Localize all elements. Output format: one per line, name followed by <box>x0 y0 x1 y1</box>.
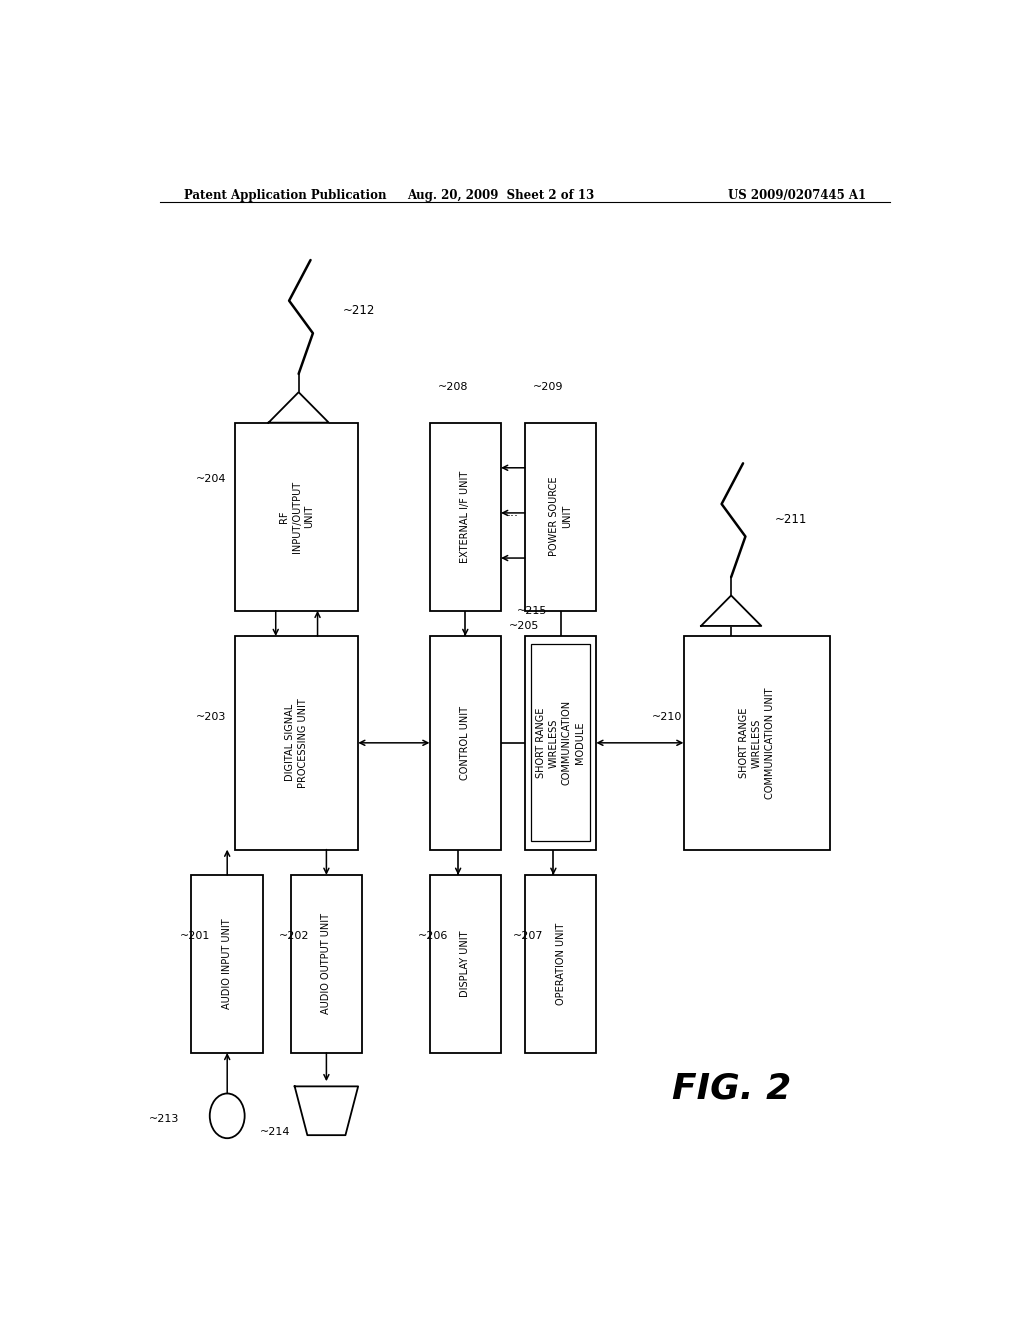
Polygon shape <box>268 392 329 422</box>
Polygon shape <box>701 595 761 626</box>
Text: ~215: ~215 <box>517 606 547 615</box>
Text: ~209: ~209 <box>532 381 563 392</box>
Text: ~204: ~204 <box>196 474 226 483</box>
Text: ~207: ~207 <box>513 931 544 941</box>
Text: ~202: ~202 <box>279 931 309 941</box>
Bar <box>430 875 501 1053</box>
Text: ~210: ~210 <box>652 713 682 722</box>
Text: ~205: ~205 <box>509 620 540 631</box>
Bar <box>524 422 596 611</box>
Text: ~212: ~212 <box>342 305 375 317</box>
Text: Patent Application Publication: Patent Application Publication <box>183 189 386 202</box>
Bar <box>236 636 358 850</box>
Text: OPERATION UNIT: OPERATION UNIT <box>555 923 565 1005</box>
Text: AUDIO INPUT UNIT: AUDIO INPUT UNIT <box>222 919 232 1010</box>
Text: ~211: ~211 <box>775 512 807 525</box>
Circle shape <box>210 1093 245 1138</box>
Text: DIGITAL SIGNAL
PROCESSING UNIT: DIGITAL SIGNAL PROCESSING UNIT <box>286 698 308 788</box>
Text: EXTERNAL I/F UNIT: EXTERNAL I/F UNIT <box>460 470 470 562</box>
Text: SHORT RANGE
WIRELESS
COMMUNICATION
MODULE: SHORT RANGE WIRELESS COMMUNICATION MODUL… <box>537 701 585 785</box>
Text: DISPLAY UNIT: DISPLAY UNIT <box>460 931 470 997</box>
Text: AUDIO OUTPUT UNIT: AUDIO OUTPUT UNIT <box>322 913 332 1014</box>
Text: ~206: ~206 <box>418 931 449 941</box>
Bar <box>524 636 596 850</box>
Text: POWER SOURCE
UNIT: POWER SOURCE UNIT <box>549 477 572 557</box>
Text: ~214: ~214 <box>260 1127 291 1137</box>
Bar <box>524 875 596 1053</box>
Text: RF
INPUT/OUTPUT
UNIT: RF INPUT/OUTPUT UNIT <box>279 480 314 553</box>
Text: SHORT RANGE
WIRELESS
COMMUNICATION UNIT: SHORT RANGE WIRELESS COMMUNICATION UNIT <box>739 688 775 799</box>
Text: ~203: ~203 <box>196 713 226 722</box>
Text: ...: ... <box>507 507 519 520</box>
Bar <box>430 422 501 611</box>
Text: FIG. 2: FIG. 2 <box>672 1072 791 1105</box>
Bar <box>684 636 830 850</box>
Bar <box>236 422 358 611</box>
Bar <box>191 875 263 1053</box>
Bar <box>430 636 501 850</box>
Text: ~213: ~213 <box>150 1114 179 1123</box>
Text: US 2009/0207445 A1: US 2009/0207445 A1 <box>728 189 866 202</box>
Text: ~208: ~208 <box>437 381 468 392</box>
Text: ~201: ~201 <box>179 931 210 941</box>
Polygon shape <box>295 1086 358 1135</box>
Bar <box>291 875 362 1053</box>
Text: Aug. 20, 2009  Sheet 2 of 13: Aug. 20, 2009 Sheet 2 of 13 <box>408 189 595 202</box>
Bar <box>531 644 590 841</box>
Text: CONTROL UNIT: CONTROL UNIT <box>460 706 470 780</box>
